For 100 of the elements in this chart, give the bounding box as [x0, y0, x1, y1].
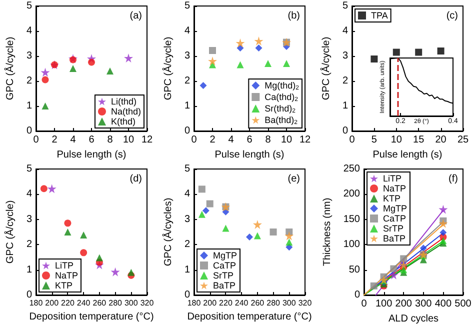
y-tick-label: 2	[342, 76, 348, 86]
y-tick-label: 4	[342, 26, 348, 36]
legend-label: NaTP	[383, 184, 406, 194]
annotation: (e)	[288, 174, 300, 184]
y-tick-label: 1	[26, 264, 32, 276]
y-tick-label: 100	[343, 239, 360, 250]
legend-label: LiTP	[55, 260, 74, 270]
y-tick-label: 0	[342, 126, 348, 136]
x-tick-label: 15	[413, 134, 425, 146]
y-tick-label: 2	[184, 239, 190, 250]
x-tick-label: 300	[282, 298, 296, 308]
legend-label: SrTP	[383, 224, 404, 234]
x-tick-label: 320	[140, 298, 154, 308]
y-axis-title: GPC (Å/cycle)	[4, 200, 16, 264]
legend-label: Na(thd)	[110, 106, 142, 116]
y-tick-label: 1	[184, 100, 190, 112]
annotation: (b)	[288, 10, 300, 22]
y-tick-label: 200	[343, 188, 360, 200]
y-tick-label: 2	[184, 76, 190, 86]
x-tick-label: 320	[298, 298, 312, 308]
legend-label: KTP	[383, 194, 401, 204]
y-tick-label: 250	[343, 164, 360, 174]
y-axis-title: GPC (Å/cycle)	[320, 36, 332, 100]
x-tick-label: 20	[435, 134, 447, 146]
x-tick-label: 280	[108, 298, 123, 308]
x-tick-label: 8	[265, 134, 272, 146]
y-tick-label: 150	[343, 214, 360, 225]
x-axis-title: Pulse length (s)	[56, 149, 126, 160]
x-tick-label: 0	[361, 298, 368, 310]
x-tick-label: 280	[266, 298, 281, 308]
legend-label: TPA	[371, 10, 388, 20]
x-tick-label: 4	[228, 134, 234, 146]
y-tick-label: 5	[26, 0, 32, 12]
x-tick-label: 300	[124, 298, 138, 308]
legend-label: KTP	[55, 280, 73, 290]
y-tick-label: 3	[184, 214, 190, 225]
y-tick-label: 3	[184, 50, 190, 62]
x-tick-label: 200	[395, 298, 412, 310]
y-tick-label: 50	[348, 264, 360, 276]
x-tick-label: 0	[33, 134, 40, 146]
y-tick-label: 0	[354, 290, 360, 300]
x-tick-label: 400	[434, 298, 452, 310]
x-tick-label: 10	[280, 134, 292, 146]
x-tick-label: 12	[141, 134, 153, 146]
y-tick-label: 3	[342, 50, 348, 62]
x-tick-label: 2	[210, 134, 216, 146]
x-tick-label: 220	[61, 298, 75, 308]
legend-label: SrTP	[213, 270, 234, 280]
x-tick-label: 260	[250, 298, 265, 308]
y-tick-label: 5	[26, 164, 32, 174]
legend-label: CaTP	[383, 214, 406, 224]
legend-label: Li(thd)	[110, 96, 137, 106]
x-tick-label: 180	[187, 298, 202, 308]
legend-label: BaTP	[383, 234, 406, 244]
annotation: (a)	[130, 10, 142, 22]
legend-label: MgTP	[383, 204, 408, 214]
y-tick-label: 4	[26, 188, 32, 200]
x-axis-title: Pulse length (s)	[214, 149, 284, 160]
x-tick-label: 8	[107, 134, 114, 146]
x-tick-label: 10	[122, 134, 134, 146]
y-tick-label: 4	[184, 188, 190, 200]
y-axis-title: GPC (Å/cycle)	[162, 36, 174, 100]
x-tick-label: 180	[29, 298, 44, 308]
legend-label: CaTP	[213, 260, 236, 270]
y-axis-title: GPC (Å/cycle)	[4, 36, 16, 100]
legend-label: NaTP	[55, 270, 78, 280]
y-tick-label: 2	[26, 76, 32, 86]
x-tick-label: 0	[191, 134, 198, 146]
x-tick-label: 200	[45, 298, 60, 308]
legend-label: MgTP	[213, 250, 238, 260]
legend-label: K(thd)	[110, 116, 136, 126]
y-tick-label: 4	[26, 26, 32, 36]
y-tick-label: 0	[26, 126, 32, 136]
y-tick-label: 5	[342, 0, 348, 12]
y-axis-title: GPC (Å/cycles)	[162, 198, 174, 266]
x-tick-label: 6	[88, 134, 95, 146]
x-tick-label: 500	[454, 298, 472, 310]
y-tick-label: 0	[184, 290, 190, 300]
y-tick-label: 5	[184, 164, 190, 174]
x-tick-label: 2	[52, 134, 58, 146]
y-axis-title: Thickness (nm)	[322, 198, 333, 266]
y-tick-label: 2	[26, 239, 32, 250]
y-tick-label: 1	[184, 264, 190, 276]
y-tick-label: 5	[184, 0, 190, 12]
legend-label: BaTP	[213, 280, 236, 290]
x-tick-label: 220	[219, 298, 233, 308]
y-tick-label: 1	[342, 100, 348, 112]
x-tick-label: 12	[299, 134, 311, 146]
y-tick-label: 0	[184, 126, 190, 136]
y-tick-label: 3	[26, 50, 32, 62]
y-tick-label: 3	[26, 214, 32, 225]
y-tick-label: 4	[184, 26, 190, 36]
x-tick-label: 100	[375, 298, 393, 310]
y-tick-label: 1	[26, 100, 32, 112]
x-tick-label: 300	[415, 298, 432, 310]
x-tick-label: 260	[92, 298, 107, 308]
annotation: (c)	[446, 10, 458, 22]
x-axis-title: Deposition temperature (°C)	[29, 311, 154, 322]
legend-label: LiTP	[383, 174, 402, 184]
x-tick-label: 240	[234, 298, 249, 308]
